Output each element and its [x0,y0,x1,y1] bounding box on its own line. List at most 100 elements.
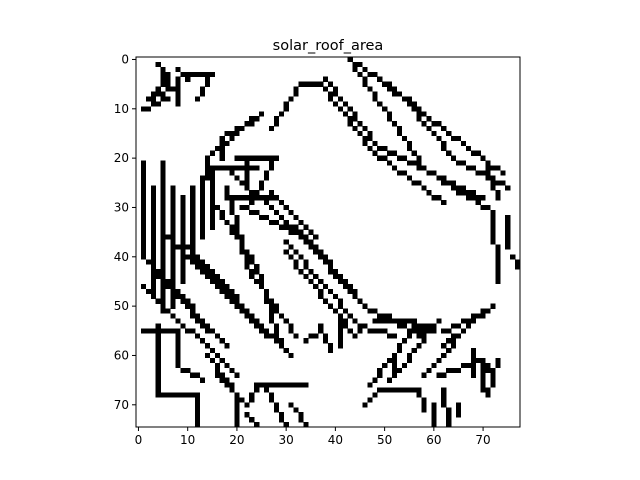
heatmap-cell [426,190,432,196]
heatmap-cell [451,185,457,191]
heatmap-cell [239,126,245,132]
heatmap-cell [234,298,240,304]
heatmap-cell [259,328,265,334]
heatmap-cell [441,353,447,359]
heatmap-cell [145,259,151,265]
heatmap-cell [190,328,196,334]
heatmap-cell [239,165,245,171]
heatmap-cell [239,308,245,314]
heatmap-cell [283,249,289,255]
heatmap-cell [268,318,275,324]
heatmap-cell [416,323,422,329]
heatmap-cell [401,170,407,176]
heatmap-cell [224,288,230,294]
heatmap-cell [382,106,388,112]
heatmap-cell [431,195,437,201]
heatmap-cell [234,175,240,181]
heatmap-cell [362,66,368,72]
heatmap-cell [175,318,181,324]
heatmap-cell [234,422,240,428]
heatmap-cell [234,234,240,240]
heatmap-cell [140,249,147,255]
heatmap-cell [165,86,171,92]
heatmap-cell [165,76,171,82]
heatmap-cell [367,86,373,92]
heatmap-cell [308,244,314,250]
heatmap-cell [185,244,191,250]
heatmap-cell [155,61,161,68]
heatmap-cell [441,372,447,378]
heatmap-cell [421,338,427,344]
heatmap-cell [278,338,284,344]
heatmap-cell [313,234,319,240]
heatmap-cell [485,362,491,368]
heatmap-cell [451,343,457,349]
x-tick-label: 70 [475,433,490,447]
heatmap-cell [214,283,220,290]
heatmap-cell [441,175,447,181]
heatmap-cell [160,229,166,235]
heatmap-cell [460,190,467,196]
heatmap-cell [293,264,299,270]
heatmap-cell [209,150,215,156]
heatmap-cell [357,298,363,304]
heatmap-cell [254,387,260,393]
heatmap-cell [155,298,161,304]
heatmap-cell [382,313,388,319]
heatmap-cell [234,372,240,378]
heatmap-cell [510,254,516,260]
heatmap-cell [323,333,329,339]
heatmap-cell [175,96,181,102]
heatmap-cell [505,214,511,220]
heatmap-cell [352,66,358,72]
heatmap-cell [278,412,284,418]
heatmap-cell [421,372,427,378]
heatmap-cell [254,190,260,196]
heatmap-cell [485,308,491,314]
heatmap-cell [406,387,412,393]
heatmap-cell [200,377,206,383]
heatmap-cell [239,249,245,255]
heatmap-cell [505,185,511,191]
heatmap-cell [377,76,383,82]
heatmap-cell [337,328,343,334]
heatmap-cell [505,229,511,235]
heatmap-cell [155,377,161,383]
heatmap-cell [470,195,476,201]
heatmap-cell [155,91,161,97]
heatmap-cell [175,333,181,339]
heatmap-cell [273,308,279,314]
heatmap-cell [387,116,393,122]
heatmap-cell [456,323,462,329]
heatmap-cell [293,259,299,265]
heatmap-cell [170,259,176,265]
heatmap-cell [406,96,412,102]
heatmap-cell [155,367,161,373]
heatmap-cell [505,234,511,240]
heatmap-cell [259,111,265,117]
heatmap-cell [480,205,486,211]
heatmap-cell [387,150,393,156]
heatmap-cell [170,254,176,260]
heatmap-cell [234,293,240,299]
heatmap-cell [446,412,452,418]
heatmap-cell [278,224,284,230]
heatmap-cell [234,126,240,132]
heatmap-cell [200,234,206,240]
heatmap-cell [406,101,412,107]
heatmap-cell [426,328,432,334]
heatmap-cell [204,269,211,275]
heatmap-cell [475,150,481,156]
heatmap-cell [175,101,181,107]
heatmap-cell [140,205,147,211]
heatmap-cell [401,318,407,324]
heatmap-cell [382,362,388,368]
heatmap-cell [303,81,309,87]
heatmap-cell [337,279,343,285]
heatmap-cell [165,96,171,102]
heatmap-cell [337,96,343,102]
heatmap-cell [475,313,481,319]
heatmap-cell [268,392,275,398]
heatmap-cell [150,249,156,255]
heatmap-cell [342,318,348,324]
